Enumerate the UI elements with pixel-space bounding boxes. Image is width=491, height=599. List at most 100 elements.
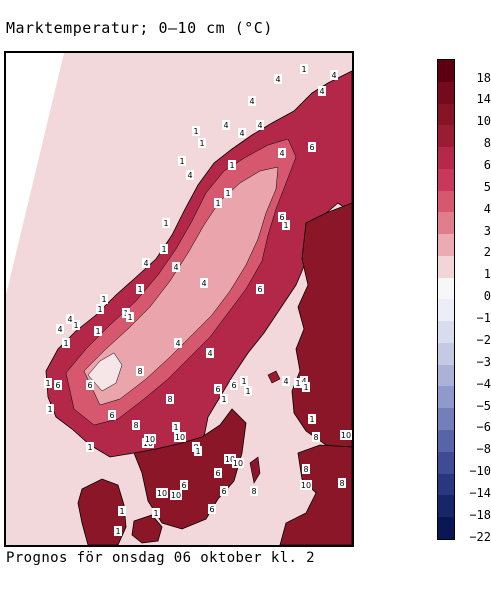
svg-text:1: 1 <box>283 221 288 230</box>
temperature-label: 1 <box>214 198 222 208</box>
svg-text:1: 1 <box>45 379 50 388</box>
svg-text:10: 10 <box>171 491 181 500</box>
svg-text:6: 6 <box>55 381 60 390</box>
svg-text:4: 4 <box>67 315 72 324</box>
temperature-label: 1 <box>162 218 170 228</box>
temperature-label: 4 <box>222 120 230 130</box>
temperature-map: 1444144411441411114411661411144111166446… <box>4 51 354 547</box>
svg-text:1: 1 <box>73 321 78 330</box>
temperature-label: 4 <box>318 86 326 96</box>
temperature-label: 4 <box>206 348 214 358</box>
svg-text:6: 6 <box>257 285 262 294</box>
gotland-island <box>249 456 261 484</box>
svg-text:1: 1 <box>63 339 68 348</box>
temperature-label: 4 <box>278 148 286 158</box>
svg-text:4: 4 <box>331 71 336 80</box>
svg-text:8: 8 <box>167 395 172 404</box>
legend-swatch <box>438 386 454 409</box>
svg-text:4: 4 <box>187 171 192 180</box>
svg-text:1: 1 <box>173 423 178 432</box>
temperature-label: 1 <box>44 378 52 388</box>
temperature-label: 8 <box>166 394 174 404</box>
legend-swatch <box>438 212 454 235</box>
temperature-label: 1 <box>94 326 102 336</box>
legend-label: −1 <box>476 311 491 326</box>
temperature-label: 8 <box>302 464 310 474</box>
svg-text:4: 4 <box>223 121 228 130</box>
legend-label: 0 <box>483 289 491 304</box>
svg-text:1: 1 <box>163 219 168 228</box>
legend-label: 14 <box>476 92 491 107</box>
legend-swatch <box>438 473 454 496</box>
temperature-label: 4 <box>142 258 150 268</box>
svg-text:10: 10 <box>157 489 167 498</box>
svg-text:4: 4 <box>257 121 262 130</box>
legend-label: 5 <box>483 179 491 194</box>
svg-text:1: 1 <box>153 509 158 518</box>
svg-text:10: 10 <box>225 455 235 464</box>
temperature-label: 8 <box>338 478 346 488</box>
svg-text:4: 4 <box>57 325 62 334</box>
svg-text:1: 1 <box>127 313 132 322</box>
legend-label: −3 <box>476 354 491 369</box>
temperature-label: 1 <box>160 244 168 254</box>
legend-swatch <box>438 103 454 126</box>
svg-text:1: 1 <box>221 395 226 404</box>
legend-swatch <box>438 168 454 191</box>
temperature-label: 4 <box>282 376 290 386</box>
svg-text:1: 1 <box>193 127 198 136</box>
svg-text:1: 1 <box>199 139 204 148</box>
temperature-label: 6 <box>230 380 238 390</box>
legend-label: 1 <box>483 267 491 282</box>
svg-text:6: 6 <box>181 481 186 490</box>
temperature-label: 1 <box>228 160 236 170</box>
legend-label: −18 <box>469 507 491 522</box>
temperature-label: 8 <box>132 420 140 430</box>
temperature-label: 10 <box>300 480 312 490</box>
temperature-label: 6 <box>308 142 316 152</box>
svg-text:4: 4 <box>207 349 212 358</box>
legend-label: 3 <box>483 223 491 238</box>
svg-text:8: 8 <box>339 479 344 488</box>
aland-islands <box>267 370 281 384</box>
temperature-label: 1 <box>244 386 252 396</box>
temperature-label: 1 <box>192 126 200 136</box>
svg-text:6: 6 <box>279 213 284 222</box>
legend-label: 2 <box>483 245 491 260</box>
svg-text:10: 10 <box>341 431 351 440</box>
svg-text:4: 4 <box>239 129 244 138</box>
temperature-label: 10 <box>340 430 352 440</box>
svg-text:1: 1 <box>115 527 120 536</box>
temperature-label: 1 <box>96 304 104 314</box>
mountain-coldest-zone <box>87 352 123 392</box>
temperature-label: 6 <box>256 284 264 294</box>
svg-text:6: 6 <box>215 469 220 478</box>
svg-text:6: 6 <box>221 487 226 496</box>
temperature-label: 6 <box>108 410 116 420</box>
svg-text:1: 1 <box>303 383 308 392</box>
temperature-label: 4 <box>200 278 208 288</box>
legend-label: −6 <box>476 420 491 435</box>
svg-text:1: 1 <box>87 443 92 452</box>
legend-label: 8 <box>483 136 491 151</box>
color-scale-labels: 18 14 10 8 6 5 4 3 2 1 0 −1 −2 −3 −4 −5 −6 −8 −10 −14 −18 −22 <box>458 59 491 543</box>
svg-text:1: 1 <box>47 405 52 414</box>
svg-text:1: 1 <box>295 379 300 388</box>
svg-text:4: 4 <box>201 279 206 288</box>
legend-swatch <box>438 430 454 452</box>
svg-text:8: 8 <box>251 487 256 496</box>
temperature-label: 6 <box>278 212 286 222</box>
svg-text:1: 1 <box>309 415 314 424</box>
legend-swatch <box>438 60 454 82</box>
svg-text:1: 1 <box>179 157 184 166</box>
legend-label: 6 <box>483 158 491 173</box>
legend-swatch <box>438 321 454 343</box>
temperature-label: 8 <box>250 486 258 496</box>
legend-swatch <box>438 451 454 474</box>
temperature-label: 1 <box>126 312 134 322</box>
temperature-label: 1 <box>152 508 160 518</box>
svg-text:6: 6 <box>109 411 114 420</box>
svg-text:10: 10 <box>145 435 155 444</box>
temperature-label: 10 <box>224 454 236 464</box>
mountain-cold-zone <box>83 166 279 406</box>
